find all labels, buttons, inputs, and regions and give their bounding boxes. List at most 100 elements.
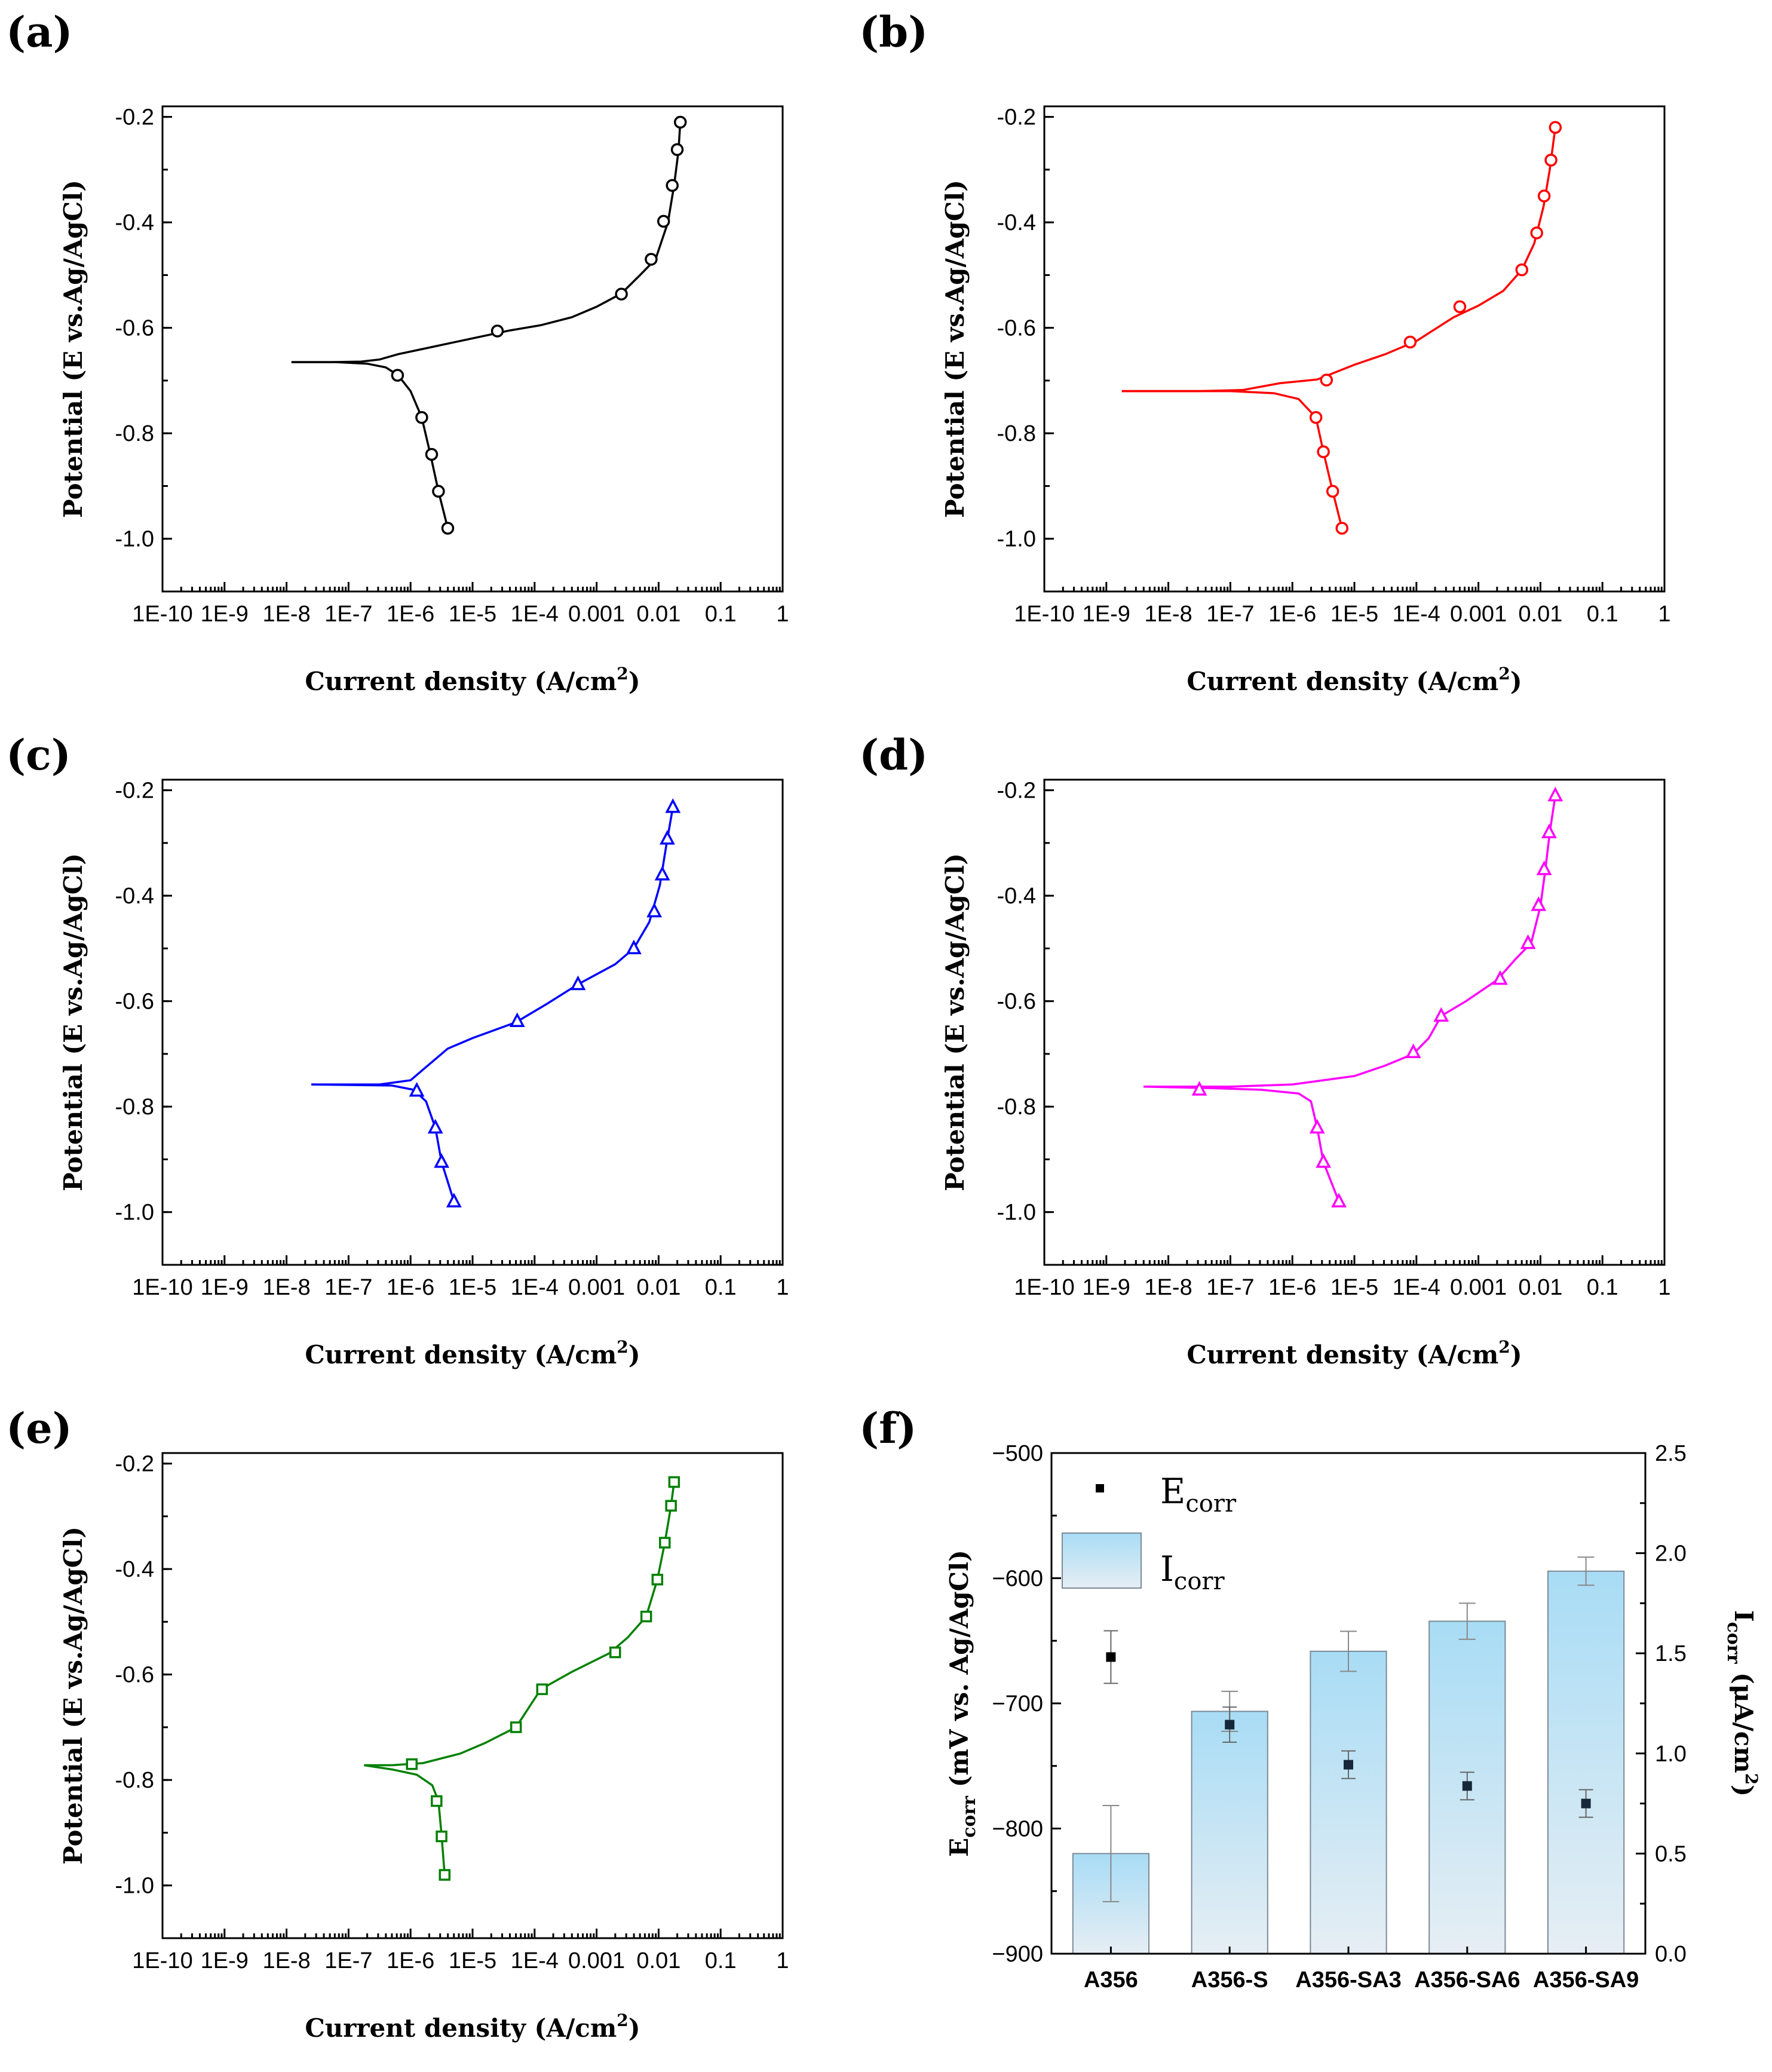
cathodic-branch-line <box>311 1083 455 1202</box>
y-tick-label: -0.4 <box>115 1557 154 1582</box>
x-tick-label: 1E-7 <box>1206 1275 1254 1300</box>
data-point-marker <box>668 1476 680 1488</box>
x-axis-label: Current density (A/cm2) <box>1187 1337 1522 1369</box>
data-point-marker <box>1520 934 1536 949</box>
x-tick-label: 1E-9 <box>1083 1275 1130 1300</box>
x-tick-label: 1E-5 <box>449 602 496 627</box>
panel-label-c: (c) <box>6 730 71 780</box>
x-axis-label: Current density (A/cm2) <box>305 1337 640 1369</box>
x-tick-label: 1E-8 <box>262 602 310 627</box>
data-point-marker <box>1326 485 1339 498</box>
category-label: A356-S <box>1191 1967 1268 1993</box>
data-point-marker <box>1316 1153 1331 1168</box>
data-point-marker <box>1547 786 1563 802</box>
category-label: A356-SA3 <box>1295 1967 1401 1993</box>
data-point-marker <box>626 939 642 955</box>
data-point-marker <box>1536 860 1552 875</box>
data-point-marker <box>665 798 681 813</box>
y-right-tick-label: 0.0 <box>1655 1942 1687 1967</box>
x-tick-label: 0.01 <box>636 602 680 627</box>
anodic-branch-line <box>1143 795 1557 1088</box>
panel-label-e: (e) <box>6 1403 72 1453</box>
icorr-bar <box>1547 1570 1625 1955</box>
x-tick-label: 1E-6 <box>387 1275 434 1300</box>
cathodic-branch-line <box>291 361 449 529</box>
x-tick-label: 1E-6 <box>1268 602 1316 627</box>
y-tick-label: -0.6 <box>115 989 154 1014</box>
x-tick-label: 1E-7 <box>1206 602 1254 627</box>
y-axis-label: Potential (E vs.Ag/AgCl) <box>59 853 88 1191</box>
y-right-tick-label: 1.0 <box>1655 1742 1687 1767</box>
x-tick-label: 1E-8 <box>262 1948 310 1973</box>
ecorr-point <box>1106 1652 1116 1662</box>
data-point-marker <box>509 1012 525 1027</box>
x-tick-label: 0.1 <box>1587 1275 1618 1300</box>
data-point-marker <box>425 447 439 461</box>
data-point-marker <box>1530 226 1543 240</box>
data-point-marker <box>640 1610 652 1623</box>
data-point-marker <box>660 830 675 845</box>
data-point-marker <box>1335 522 1348 535</box>
data-point-marker <box>1191 1081 1207 1096</box>
data-point-marker <box>406 1758 418 1770</box>
category-label: A356 <box>1084 1967 1138 1993</box>
x-tick-label: 0.01 <box>636 1275 680 1300</box>
x-axis-label: Current density (A/cm2) <box>305 664 640 696</box>
legend-icorr-swatch <box>1062 1532 1142 1589</box>
y-left-axis-label: Ecorr (mV vs. Ag/AgCl) <box>945 1550 980 1857</box>
x-tick-label: 1E-9 <box>1083 602 1130 627</box>
y-tick-label: -1.0 <box>997 1200 1036 1225</box>
data-point-marker <box>654 866 670 881</box>
ecorr-point <box>1344 1760 1353 1770</box>
y-axis-label: Potential (E vs.Ag/AgCl) <box>59 1527 88 1865</box>
y-tick-label: -0.6 <box>115 316 154 341</box>
plot-frame <box>161 105 784 593</box>
data-point-marker <box>446 1193 462 1207</box>
y-right-axis-label: Icorr (μA/cm2) <box>1723 1610 1761 1797</box>
x-tick-label: 0.1 <box>705 1948 737 1973</box>
y-tick-label: -0.8 <box>997 1095 1036 1120</box>
x-tick-label: 0.01 <box>1518 602 1562 627</box>
panel-label-d: (d) <box>859 730 928 780</box>
y-tick-label: -1.0 <box>115 1874 154 1899</box>
data-point-marker <box>434 1153 449 1168</box>
x-tick-label: 1E-4 <box>1393 602 1440 627</box>
cathodic-branch-line <box>1143 1085 1340 1202</box>
x-tick-label: 1E-10 <box>132 1275 192 1300</box>
data-point-marker <box>1320 373 1333 387</box>
data-point-marker <box>609 1646 621 1659</box>
data-point-marker <box>570 975 586 991</box>
anodic-branch-line <box>291 122 682 363</box>
data-point-marker <box>409 1081 425 1097</box>
data-point-marker <box>1549 121 1562 134</box>
x-tick-label: 0.001 <box>568 602 625 627</box>
x-tick-label: 1E-4 <box>1393 1275 1440 1300</box>
x-tick-label: 1E-10 <box>1014 602 1074 627</box>
y-tick-label: -0.6 <box>997 989 1036 1014</box>
y-tick-label: -0.4 <box>997 210 1036 235</box>
y-tick-label: -0.2 <box>115 1452 154 1477</box>
x-tick-label: 1E-5 <box>1330 602 1378 627</box>
x-axis-label: Current density (A/cm2) <box>1187 664 1522 696</box>
x-tick-label: 1E-7 <box>324 1275 372 1300</box>
data-point-marker <box>432 485 445 498</box>
data-point-marker <box>1331 1193 1347 1207</box>
x-tick-label: 0.001 <box>1450 602 1507 627</box>
data-point-marker <box>645 253 658 266</box>
y-right-tick-label: 1.5 <box>1655 1641 1687 1666</box>
data-point-marker <box>1537 189 1551 203</box>
y-tick-label: -0.8 <box>115 1768 154 1793</box>
data-point-marker <box>391 369 404 382</box>
y-left-tick-label: −700 <box>992 1691 1043 1717</box>
data-point-marker <box>510 1721 522 1733</box>
x-tick-label: 1 <box>776 1948 789 1973</box>
x-tick-label: 0.1 <box>705 602 737 627</box>
data-point-marker <box>1403 335 1417 349</box>
anodic-branch-line <box>311 807 675 1086</box>
data-point-marker <box>657 214 670 228</box>
legend-ecorr-marker <box>1096 1484 1104 1492</box>
y-right-tick-label: 2.5 <box>1655 1441 1687 1466</box>
y-axis-label: Potential (E vs.Ag/AgCl) <box>59 180 88 518</box>
x-tick-label: 1E-8 <box>1144 602 1192 627</box>
